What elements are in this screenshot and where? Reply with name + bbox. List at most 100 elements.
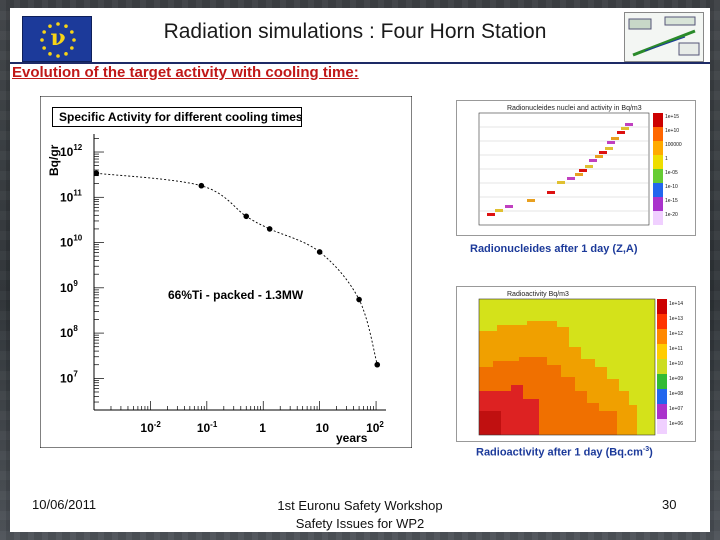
- nuclide-mark: [599, 151, 607, 154]
- header-bar: ν Radiation simulations : Four Horn Stat…: [10, 8, 710, 64]
- legend-swatch: [657, 299, 667, 314]
- nuclide-mark: [557, 181, 565, 184]
- legend-label: 1e+08: [669, 391, 683, 397]
- specific-activity-chart: 10-2 10-1 1 10 102 1012 1011 1010 109 108 107 66%T…: [40, 96, 412, 448]
- footer-event-line1: 1st Euronu Safety Workshop: [277, 498, 443, 513]
- x-tick-label: 1: [259, 421, 266, 435]
- horn-station-diagram-logo: [624, 12, 704, 62]
- chart-tick-labels: 10-2 10-1 1 10 102 1012 1011 1010 109 108 107: [60, 143, 384, 435]
- eu-star: [64, 24, 68, 28]
- data-point: [356, 296, 362, 303]
- eu-star: [48, 52, 52, 56]
- radioactivity-caption-exp: -3: [642, 446, 650, 453]
- radioactivity-panel-title: Radioactivity Bq/m3: [507, 291, 569, 298]
- radionuclides-caption: Radionucleides after 1 day (Z,A): [470, 243, 638, 255]
- legend-label: 1e-05: [665, 170, 678, 176]
- legend-label: 1e+11: [669, 346, 683, 352]
- horn-diagram-icon: [628, 16, 700, 57]
- x-tick-label: 10-2: [140, 420, 161, 435]
- footer-date: 10/06/2011: [32, 497, 97, 512]
- nuclide-mark: [595, 155, 603, 158]
- nuclide-mark: [605, 147, 613, 150]
- legend-label: 1e+10: [669, 361, 683, 367]
- footer-event-line2: Safety Issues for WP2: [295, 516, 425, 531]
- section-subtitle: Evolution of the target activity with co…: [12, 64, 359, 81]
- nuclide-mark: [505, 205, 513, 208]
- radioactivity-caption: Radioactivity after 1 day (Bq.cm-3): [476, 446, 653, 459]
- y-tick-label: 1010: [60, 234, 83, 250]
- nuclide-mark: [589, 159, 597, 162]
- legend-swatch: [657, 359, 667, 374]
- nuclide-mark: [617, 131, 625, 134]
- legend-swatch: [657, 314, 667, 329]
- nuclide-mark: [579, 169, 587, 172]
- legend-label: 1e+14: [669, 301, 683, 307]
- x-tick-label: 102: [366, 420, 384, 435]
- data-point: [198, 182, 205, 189]
- nuclide-mark: [487, 213, 495, 216]
- legend-swatch: [653, 183, 663, 197]
- legend-swatch: [657, 419, 667, 434]
- footer-page-number: 30: [662, 497, 677, 512]
- eu-nu-symbol: ν: [50, 25, 66, 51]
- legend-swatch: [657, 344, 667, 359]
- eu-stars-icon: [40, 22, 76, 58]
- legend-swatch: [657, 329, 667, 344]
- radioactivity-caption-end: ): [649, 446, 653, 459]
- y-tick-label: 109: [60, 279, 78, 295]
- eu-star: [56, 22, 60, 26]
- x-tick-label: 10-1: [197, 420, 218, 435]
- legend-label: 1: [665, 156, 668, 162]
- legend-swatch: [653, 155, 663, 169]
- nuclide-mark: [621, 127, 629, 130]
- nuclide-mark: [547, 191, 555, 194]
- legend-swatch: [657, 404, 667, 419]
- eu-star: [56, 54, 60, 58]
- eu-star: [40, 38, 44, 42]
- chart-xlabel: years: [336, 431, 368, 445]
- legend-swatch: [653, 169, 663, 183]
- eu-star: [42, 30, 46, 34]
- nuclide-mark: [567, 177, 575, 180]
- eu-flag-logo: ν: [22, 16, 92, 62]
- data-point: [93, 170, 100, 177]
- nuclide-mark: [527, 199, 535, 202]
- radioactivity-caption-text: Radioactivity after 1 day (Bq.cm: [476, 446, 643, 459]
- radioactivity-panel: Radioactivity Bq/m3 1e+14 1e+13 1e+12 1e+11…: [456, 286, 696, 442]
- legend-swatch: [653, 113, 663, 127]
- legend-label: 1e+12: [669, 331, 683, 337]
- legend-swatch: [653, 211, 663, 225]
- chart-annotation: 66%Ti - packed - 1.3MW: [168, 288, 304, 302]
- eu-star: [64, 52, 68, 56]
- radionuclides-plot: 1e+15 1e+10 100000 1 1e-05 1e-10 1e-15 1e-20: [478, 112, 682, 226]
- chart-points: [93, 170, 381, 368]
- y-tick-label: 107: [60, 369, 78, 385]
- legend-label: 1e+07: [669, 406, 683, 412]
- nuclide-mark: [585, 165, 593, 168]
- data-point: [374, 361, 381, 368]
- legend-label: 1e+13: [669, 316, 683, 322]
- page-title: Radiation simulations : Four Horn Statio…: [163, 20, 547, 43]
- data-point: [266, 226, 273, 232]
- y-tick-label: 1011: [60, 188, 82, 204]
- radioactivity-heatmap: 1e+14 1e+13 1e+12 1e+11 1e+10 1e+09 1e+08 1e+07…: [478, 298, 683, 436]
- legend-swatch: [657, 389, 667, 404]
- legend-swatch: [657, 374, 667, 389]
- data-point: [243, 213, 250, 220]
- nuclide-mark: [607, 141, 615, 144]
- footer-event: 1st Euronu Safety Workshop Safety Issues…: [230, 497, 490, 533]
- legend-label: 1e-15: [665, 198, 678, 204]
- eu-star: [48, 24, 52, 28]
- y-tick-label: 108: [60, 324, 78, 340]
- y-tick-label: 1012: [60, 143, 83, 159]
- eu-star: [42, 46, 46, 50]
- chart-ylabel: Bq/gr: [47, 144, 61, 176]
- eu-star: [72, 38, 76, 42]
- radionuclides-panel-title: Radionucleides nuclei and activity in Bq…: [507, 105, 642, 112]
- eu-star: [70, 46, 74, 50]
- legend-label: 1e+15: [665, 114, 679, 120]
- legend-swatch: [653, 127, 663, 141]
- legend-label: 1e-20: [665, 212, 678, 218]
- legend-label: 100000: [665, 142, 682, 148]
- legend-label: 1e+09: [669, 376, 683, 382]
